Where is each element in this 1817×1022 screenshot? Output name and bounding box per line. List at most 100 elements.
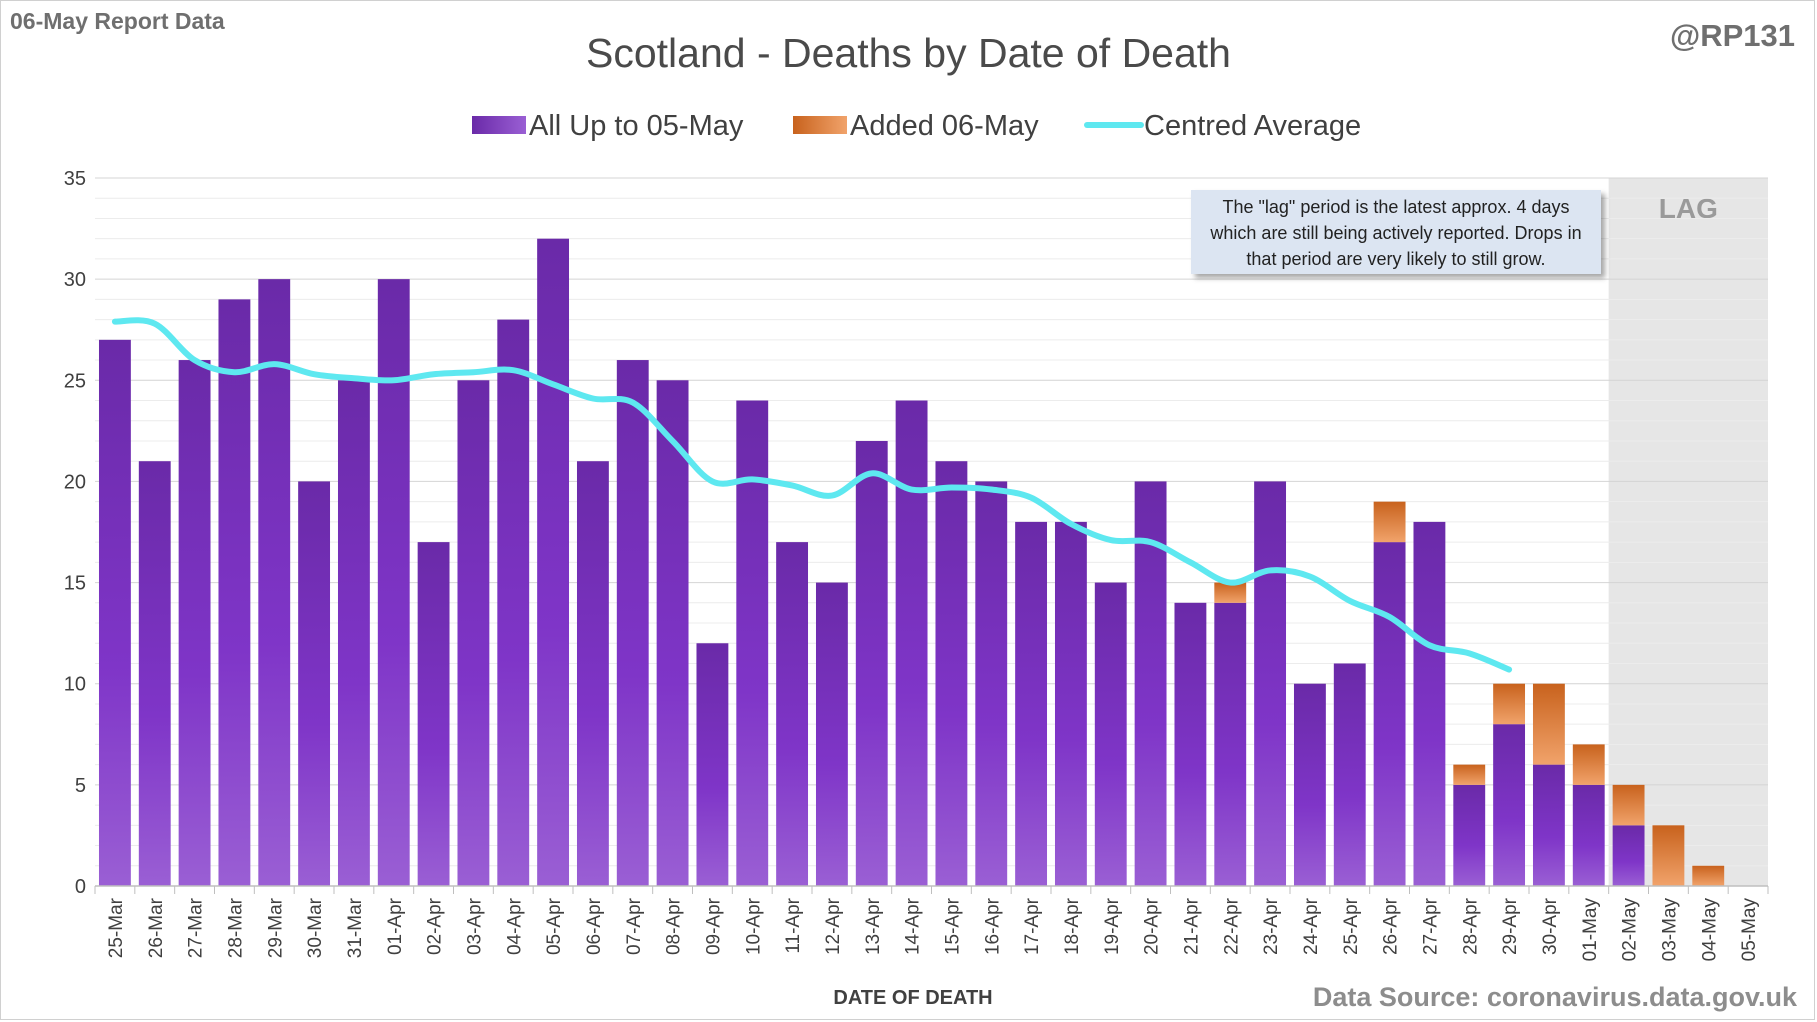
legend-swatch-added-06-may bbox=[793, 116, 847, 134]
bar-all-up-to-05-may bbox=[457, 380, 490, 886]
x-tick-label: 01-Apr bbox=[385, 897, 406, 955]
x-tick-label: 23-Apr bbox=[1261, 897, 1282, 955]
x-axis-label: DATE OF DEATH bbox=[833, 987, 992, 1009]
x-tick-label: 16-Apr bbox=[982, 897, 1003, 955]
bar-all-up-to-05-may bbox=[576, 461, 609, 886]
bar-all-up-to-05-may bbox=[1094, 582, 1127, 886]
y-tick-label: 15 bbox=[64, 573, 86, 595]
x-tick-label: 17-Apr bbox=[1022, 897, 1043, 955]
bar-all-up-to-05-may bbox=[417, 542, 450, 886]
y-tick-label: 20 bbox=[64, 471, 86, 493]
bar-all-up-to-05-may bbox=[895, 400, 928, 886]
x-tick-label: 27-Mar bbox=[186, 897, 207, 958]
x-tick-label: 26-Mar bbox=[146, 897, 167, 958]
x-tick-label: 04-Apr bbox=[504, 897, 525, 955]
bar-all-up-to-05-may bbox=[258, 279, 291, 887]
legend-swatch-all-up-to-05-may bbox=[472, 116, 526, 134]
bar-all-up-to-05-may bbox=[298, 481, 331, 886]
bar-all-up-to-05-may bbox=[1293, 683, 1326, 886]
x-tick-label: 27-Apr bbox=[1420, 897, 1441, 955]
bar-all-up-to-05-may bbox=[855, 440, 888, 886]
series-line-centred-average bbox=[111, 317, 1513, 673]
x-tick-label: 09-Apr bbox=[703, 897, 724, 955]
x-tick-label: 12-Apr bbox=[823, 897, 844, 955]
bar-all-up-to-05-may bbox=[537, 238, 570, 886]
x-tick-label: 31-Mar bbox=[345, 897, 366, 958]
x-tick-label: 26-Apr bbox=[1381, 897, 1402, 955]
bar-all-up-to-05-may bbox=[1612, 825, 1645, 886]
x-tick-label: 06-Apr bbox=[584, 897, 605, 955]
bars bbox=[98, 238, 1725, 887]
bar-all-up-to-05-may bbox=[1453, 784, 1486, 886]
bar-all-up-to-05-may bbox=[1214, 602, 1247, 886]
bar-added-06-may bbox=[1692, 865, 1725, 886]
bar-all-up-to-05-may bbox=[1333, 663, 1366, 886]
y-tick-label: 0 bbox=[75, 876, 86, 898]
x-tick-label: 15-Apr bbox=[942, 897, 963, 955]
x-tick-label: 05-Apr bbox=[544, 897, 565, 955]
bar-added-06-may bbox=[1214, 582, 1247, 603]
x-tick-label: 02-Apr bbox=[425, 897, 446, 955]
bar-all-up-to-05-may bbox=[616, 360, 649, 886]
bar-all-up-to-05-may bbox=[1373, 542, 1406, 886]
x-tick-label: 22-Apr bbox=[1221, 897, 1242, 955]
bar-all-up-to-05-may bbox=[1572, 784, 1605, 886]
bar-all-up-to-05-may bbox=[377, 279, 410, 887]
data-source: Data Source: coronavirus.data.gov.uk bbox=[1312, 982, 1797, 1012]
x-tick-label: 19-Apr bbox=[1102, 897, 1123, 955]
x-tick-label: 10-Apr bbox=[743, 897, 764, 955]
bar-all-up-to-05-may bbox=[337, 380, 370, 886]
y-tick-label: 30 bbox=[64, 269, 86, 291]
bar-added-06-may bbox=[1453, 764, 1486, 785]
x-tick-label: 24-Apr bbox=[1301, 897, 1322, 955]
y-tick-label: 5 bbox=[75, 775, 86, 797]
x-axis-ticks: 25-Mar 26-Mar 27-Mar 28-Mar 29-Mar 30-Mar 31-M… bbox=[94, 886, 1769, 962]
x-tick-label: 05-May bbox=[1739, 898, 1760, 962]
bar-all-up-to-05-may bbox=[935, 461, 968, 886]
bar-all-up-to-05-may bbox=[1054, 521, 1087, 886]
x-tick-label: 30-Mar bbox=[305, 897, 326, 958]
x-tick-label: 25-Mar bbox=[106, 897, 127, 958]
bar-all-up-to-05-may bbox=[98, 339, 131, 886]
x-tick-label: 18-Apr bbox=[1062, 897, 1083, 955]
x-tick-label: 28-Apr bbox=[1460, 897, 1481, 955]
bar-added-06-may bbox=[1493, 683, 1526, 725]
bar-added-06-may bbox=[1373, 501, 1406, 543]
x-tick-label: 01-May bbox=[1580, 898, 1601, 962]
x-tick-label: 08-Apr bbox=[664, 897, 685, 955]
legend-label-all-up-to-05-may: All Up to 05-May bbox=[529, 110, 744, 142]
bar-all-up-to-05-may bbox=[975, 481, 1008, 886]
bar-all-up-to-05-may bbox=[696, 643, 729, 886]
x-tick-label: 03-May bbox=[1659, 898, 1680, 962]
x-tick-label: 30-Apr bbox=[1540, 897, 1561, 955]
x-tick-label: 03-Apr bbox=[464, 897, 485, 955]
bar-added-06-may bbox=[1532, 683, 1565, 765]
bar-all-up-to-05-may bbox=[178, 360, 211, 886]
report-label: 06-May Report Data bbox=[10, 8, 225, 34]
y-tick-label: 35 bbox=[64, 168, 86, 190]
bar-all-up-to-05-may bbox=[1493, 724, 1526, 886]
bar-all-up-to-05-may bbox=[1015, 521, 1048, 886]
x-tick-label: 21-Apr bbox=[1181, 897, 1202, 955]
x-tick-label: 04-May bbox=[1699, 898, 1720, 962]
x-tick-label: 14-Apr bbox=[903, 897, 924, 955]
y-tick-label: 10 bbox=[64, 674, 86, 696]
chart-title: Scotland - Deaths by Date of Death bbox=[586, 30, 1231, 76]
bar-all-up-to-05-may bbox=[1174, 602, 1207, 886]
x-tick-label: 25-Apr bbox=[1341, 897, 1362, 955]
bar-all-up-to-05-may bbox=[736, 400, 769, 886]
lag-label: LAG bbox=[1659, 193, 1718, 224]
x-tick-label: 29-Mar bbox=[265, 897, 286, 958]
lag-region bbox=[1608, 178, 1768, 886]
bar-all-up-to-05-may bbox=[815, 582, 848, 886]
x-tick-label: 20-Apr bbox=[1142, 897, 1163, 955]
bar-added-06-may bbox=[1612, 784, 1645, 826]
x-tick-label: 13-Apr bbox=[863, 897, 884, 955]
y-tick-label: 25 bbox=[64, 370, 86, 392]
bar-all-up-to-05-may bbox=[656, 380, 689, 886]
x-tick-label: 02-May bbox=[1620, 898, 1641, 962]
y-axis-ticks: 0 5 10 15 20 25 30 35 bbox=[64, 168, 86, 898]
bar-all-up-to-05-may bbox=[1254, 481, 1287, 886]
bar-all-up-to-05-may bbox=[138, 461, 171, 886]
